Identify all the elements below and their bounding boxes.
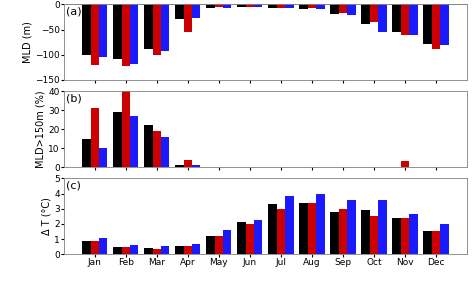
- Bar: [246, 224, 254, 254]
- Bar: [330, 4, 339, 14]
- Bar: [91, 241, 99, 254]
- Bar: [268, 204, 277, 254]
- Y-axis label: MLD>150m (%): MLD>150m (%): [36, 90, 46, 168]
- Bar: [308, 4, 316, 8]
- Bar: [409, 214, 418, 254]
- Y-axis label: Δ T (°C): Δ T (°C): [41, 197, 51, 235]
- Bar: [277, 209, 285, 254]
- Bar: [432, 231, 440, 254]
- Bar: [206, 4, 215, 8]
- Bar: [268, 4, 277, 8]
- Bar: [330, 212, 339, 254]
- Bar: [161, 4, 169, 51]
- Bar: [254, 220, 263, 254]
- Bar: [122, 4, 130, 66]
- Bar: [300, 4, 308, 9]
- Bar: [254, 4, 263, 7]
- Bar: [99, 148, 108, 167]
- Bar: [153, 249, 161, 254]
- Bar: [423, 231, 432, 254]
- Bar: [370, 4, 378, 22]
- Bar: [362, 210, 370, 254]
- Bar: [347, 201, 356, 254]
- Bar: [184, 246, 192, 254]
- Bar: [144, 126, 153, 167]
- Bar: [401, 218, 409, 254]
- Bar: [153, 4, 161, 55]
- Bar: [362, 4, 370, 24]
- Bar: [192, 165, 201, 167]
- Bar: [277, 4, 285, 8]
- Bar: [392, 4, 401, 32]
- Text: (b): (b): [66, 94, 82, 104]
- Bar: [401, 4, 409, 35]
- Bar: [206, 236, 215, 254]
- Bar: [316, 4, 325, 9]
- Bar: [82, 241, 91, 254]
- Bar: [409, 4, 418, 35]
- Bar: [192, 244, 201, 254]
- Bar: [184, 4, 192, 32]
- Bar: [246, 4, 254, 7]
- Bar: [91, 4, 99, 65]
- Bar: [184, 160, 192, 167]
- Bar: [113, 112, 122, 167]
- Bar: [432, 4, 440, 49]
- Bar: [223, 230, 231, 254]
- Bar: [161, 246, 169, 254]
- Bar: [378, 4, 387, 32]
- Bar: [347, 4, 356, 15]
- Text: (c): (c): [66, 181, 81, 191]
- Bar: [339, 4, 347, 13]
- Bar: [130, 4, 138, 64]
- Bar: [130, 116, 138, 167]
- Bar: [215, 4, 223, 7]
- Bar: [144, 4, 153, 49]
- Bar: [113, 247, 122, 254]
- Bar: [161, 137, 169, 167]
- Bar: [91, 108, 99, 167]
- Bar: [440, 4, 448, 45]
- Bar: [122, 247, 130, 254]
- Bar: [237, 222, 246, 254]
- Bar: [339, 209, 347, 254]
- Bar: [440, 224, 448, 254]
- Bar: [82, 4, 91, 55]
- Bar: [300, 203, 308, 254]
- Bar: [130, 245, 138, 254]
- Bar: [113, 4, 122, 59]
- Bar: [237, 4, 246, 7]
- Bar: [223, 4, 231, 8]
- Bar: [175, 4, 184, 19]
- Bar: [401, 161, 409, 167]
- Bar: [99, 237, 108, 254]
- Bar: [308, 203, 316, 254]
- Bar: [316, 194, 325, 254]
- Bar: [285, 4, 293, 8]
- Bar: [423, 4, 432, 44]
- Bar: [285, 196, 293, 254]
- Bar: [192, 4, 201, 18]
- Bar: [175, 165, 184, 167]
- Bar: [392, 218, 401, 254]
- Text: (a): (a): [66, 7, 82, 16]
- Bar: [370, 216, 378, 254]
- Bar: [378, 200, 387, 254]
- Bar: [82, 139, 91, 167]
- Bar: [144, 248, 153, 254]
- Bar: [153, 131, 161, 167]
- Bar: [215, 236, 223, 254]
- Y-axis label: MLD (m): MLD (m): [22, 21, 32, 63]
- Bar: [122, 91, 130, 167]
- Bar: [99, 4, 108, 57]
- Bar: [175, 246, 184, 254]
